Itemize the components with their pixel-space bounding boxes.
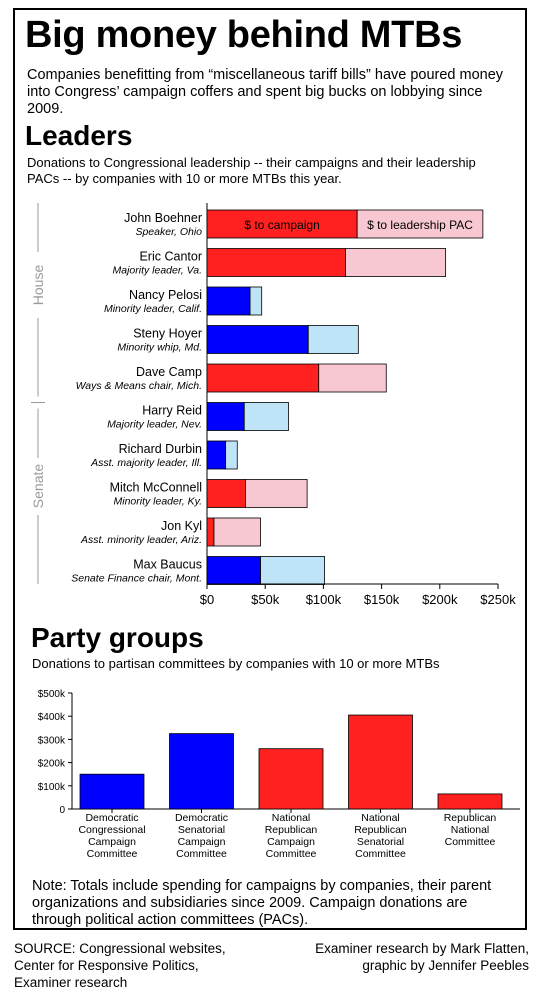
party-category-label: Senatorial: [178, 824, 225, 836]
leader-role: Speaker, Ohio: [135, 226, 202, 238]
leader-campaign-bar: [206, 517, 215, 547]
party-category-label: Committee: [445, 836, 496, 848]
leader-role: Majority leader, Va.: [113, 265, 203, 277]
party-y-tick-label: 0: [59, 805, 65, 816]
leader-role: Asst. minority leader, Ariz.: [80, 534, 202, 546]
leaders-x-tick-label: $50k: [251, 592, 280, 607]
leader-campaign-bar: [206, 479, 246, 508]
source-line: SOURCE: Congressional websites,: [14, 941, 226, 956]
graphic-frame: [13, 8, 527, 930]
party-subtitle: Donations to partisan committees by comp…: [32, 656, 440, 671]
leader-campaign-bar: [206, 363, 320, 393]
party-category-label: Republican: [265, 824, 318, 836]
leader-pac-bar: [318, 363, 387, 393]
party-category-label: Democratic: [175, 812, 228, 824]
senate-group-label: Senate: [30, 464, 46, 509]
party-category-label: Campaign: [88, 836, 136, 848]
leaders-x-tick-label: $100k: [306, 592, 342, 607]
party-category-label: National: [272, 812, 311, 824]
party-y-tick-label: $100k: [38, 782, 66, 793]
leader-name: Dave Camp: [136, 365, 202, 379]
party-category-label: National: [361, 812, 400, 824]
party-category-label: Committee: [355, 848, 406, 860]
leader-campaign-bar: [206, 209, 358, 239]
leader-role: Minority whip, Md.: [117, 342, 202, 354]
legend-campaign-label: $ to campaign: [244, 218, 319, 232]
leader-role: Ways & Means chair, Mich.: [76, 380, 202, 392]
leader-name: Harry Reid: [142, 404, 202, 418]
party-category-label: Republican: [354, 824, 407, 836]
leaders-x-tick-label: $150k: [364, 592, 400, 607]
byline-line: graphic by Jennifer Peebles: [362, 958, 529, 973]
leader-campaign-bar: [206, 402, 245, 431]
leader-role: Asst. majority leader, Ill.: [90, 457, 202, 469]
leaders-subtitle: Donations to Congressional leadership --…: [27, 155, 476, 186]
leader-name: Mitch McConnell: [110, 481, 202, 495]
page-title: Big money behind MTBs: [25, 14, 463, 56]
party-y-tick-label: $200k: [38, 759, 66, 770]
leader-role: Minority leader, Ky.: [113, 496, 202, 508]
intro-text: Companies benefitting from “miscellaneou…: [27, 67, 504, 117]
leader-campaign-bar: [206, 556, 261, 585]
leader-pac-bar: [225, 440, 238, 470]
party-category-label: Committee: [87, 848, 138, 860]
source-line: Center for Responsive Politics,: [14, 958, 199, 973]
leader-campaign-bar: [206, 248, 346, 277]
leader-pac-bar: [245, 479, 308, 508]
party-bar: [437, 793, 503, 810]
leader-pac-bar: [249, 286, 263, 316]
party-bar: [258, 748, 324, 810]
leaders-heading: Leaders: [25, 120, 133, 151]
byline-line: Examiner research by Mark Flatten,: [315, 941, 529, 956]
party-y-tick-label: $400k: [38, 712, 66, 723]
leader-pac-bar: [213, 517, 261, 547]
party-category-label: Democratic: [85, 812, 138, 824]
leader-role: Majority leader, Nev.: [107, 419, 202, 431]
leader-pac-bar: [356, 209, 484, 239]
party-category-label: Committee: [266, 848, 317, 860]
leader-name: Nancy Pelosi: [129, 288, 202, 302]
leader-name: Steny Hoyer: [133, 327, 202, 341]
leader-pac-bar: [260, 556, 325, 585]
leader-name: John Boehner: [124, 211, 202, 225]
leaders-x-tick-label: $250k: [480, 592, 516, 607]
leader-pac-bar: [243, 402, 289, 431]
party-category-label: Campaign: [178, 836, 226, 848]
party-category-label: Committee: [176, 848, 227, 860]
legend-pac-label: $ to leadership PAC: [367, 218, 473, 232]
leader-name: Jon Kyl: [161, 519, 202, 533]
party-category-label: Republican: [444, 812, 497, 824]
leader-name: Richard Durbin: [119, 442, 202, 456]
footnote: Note: Totals include spending for campai…: [32, 878, 492, 928]
leader-pac-bar: [307, 325, 359, 354]
source-line: Examiner research: [14, 975, 128, 990]
leaders-x-tick-label: $0: [200, 592, 214, 607]
party-y-tick-label: $300k: [38, 735, 66, 746]
party-bar: [79, 773, 145, 810]
house-group-label: House: [30, 265, 46, 306]
party-category-label: National: [451, 824, 490, 836]
leader-name: Eric Cantor: [139, 250, 202, 264]
leader-campaign-bar: [206, 286, 251, 316]
byline: Examiner research by Mark Flatten, graph…: [269, 940, 529, 974]
leader-role: Senate Finance chair, Mont.: [71, 573, 202, 585]
party-bar: [348, 714, 413, 810]
source-credit: SOURCE: Congressional websites, Center f…: [14, 940, 244, 991]
leader-pac-bar: [345, 248, 447, 277]
leader-campaign-bar: [206, 440, 227, 470]
party-bar: [169, 733, 234, 810]
leader-campaign-bar: [206, 325, 309, 354]
leader-role: Minority leader, Calif.: [104, 303, 202, 315]
leader-name: Max Baucus: [133, 558, 202, 572]
leaders-x-tick-label: $200k: [422, 592, 458, 607]
party-y-tick-label: $500k: [38, 689, 66, 700]
party-heading: Party groups: [31, 622, 204, 653]
party-category-label: Senatorial: [357, 836, 404, 848]
party-category-label: Congressional: [78, 824, 145, 836]
party-category-label: Campaign: [267, 836, 315, 848]
